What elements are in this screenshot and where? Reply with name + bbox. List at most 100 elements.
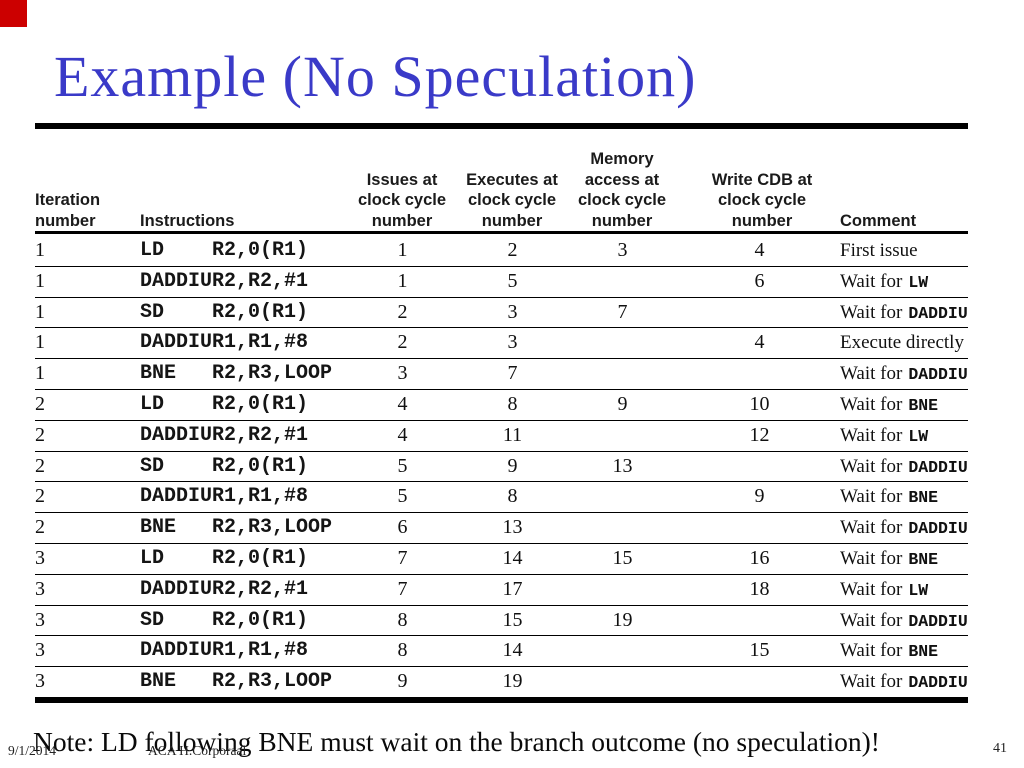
table-bottom-rule [35,697,968,703]
cell-issue-cycle: 4 [397,392,408,415]
cell-opcode: SD [140,300,165,324]
title-underline-rule [35,123,968,129]
cell-memory-cycle [550,328,695,357]
cell-execute-cycle: 11 [502,423,523,446]
cell-write-cdb-cycle: 6 [754,269,765,292]
cell-execute-cycle: 13 [502,516,523,539]
column-header-comment: Comment [840,211,917,230]
comment-text: Wait for [840,486,903,508]
cell-comment: Execute directly [840,328,970,357]
cell-operands: R2,R2,#1 [212,577,309,601]
comment-instruction-code: BNE [908,395,939,415]
comment-text: Wait for [840,363,903,385]
cell-memory-cycle [550,421,695,450]
cell-comment: Wait for LW [840,421,928,450]
column-header-instructions: Instructions [140,211,235,230]
table-row: 1 BNE R2,R3,LOOP 3 7 Wait for DADDIU [35,359,968,390]
cell-opcode: DADDIU [140,577,213,601]
cell-memory-cycle: 9 [617,392,628,415]
cell-iteration-number: 2 [35,485,45,508]
table-row: 3 BNE R2,R3,LOOP 9 19 Wait for DADDIU [35,667,968,698]
cell-opcode: BNE [140,362,177,386]
comment-text: Wait for [840,393,903,415]
comment-text: Wait for [840,640,903,662]
comment-instruction-code: BNE [908,549,939,569]
comment-text: Wait for [840,301,903,323]
cell-write-cdb-cycle: 16 [749,546,770,569]
cell-operands: R2,R3,LOOP [212,362,333,386]
table-header-rule [35,231,968,234]
cell-comment: Wait for BNE [840,482,938,511]
cell-opcode: DADDIU [140,639,213,663]
cell-iteration-number: 1 [35,239,45,261]
table-row: 1 DADDIU R1,R1,#8 2 3 4 Execute directly [35,328,970,360]
cell-write-cdb-cycle [687,452,832,481]
cell-comment: Wait for DADDIU [840,359,968,388]
cell-execute-cycle: 2 [507,239,518,261]
cell-execute-cycle: 17 [502,577,523,600]
cell-operands: R2,0(R1) [212,546,309,570]
cell-opcode: DADDIU [140,423,213,447]
comment-instruction-code: DADDIU [908,611,968,631]
cell-opcode: BNE [140,670,177,694]
cell-memory-cycle [550,513,695,542]
comment-instruction-code: DADDIU [908,673,968,693]
cell-opcode: LD [140,239,165,262]
table-row: 1 DADDIU R2,R2,#1 1 5 6 Wait for LW [35,267,968,298]
cell-write-cdb-cycle: 10 [749,392,770,415]
cell-opcode: DADDIU [140,485,213,509]
cell-operands: R2,R3,LOOP [212,516,333,540]
column-header-executes: Executes at clock cycle number [466,170,558,230]
cell-write-cdb-cycle: 4 [754,331,765,354]
cell-comment: Wait for DADDIU [840,298,968,327]
cell-opcode: DADDIU [140,331,213,355]
cell-memory-cycle [550,667,695,696]
table-row: 2 DADDIU R1,R1,#8 5 8 9 Wait for BNE [35,482,968,514]
comment-text: Wait for [840,455,903,477]
cell-opcode: SD [140,608,165,632]
cell-execute-cycle: 19 [502,670,523,693]
cell-operands: R2,0(R1) [212,454,309,478]
cell-issue-cycle: 1 [397,239,408,261]
cell-execute-cycle: 9 [507,454,518,477]
comment-instruction-code: DADDIU [908,457,968,477]
cell-execute-cycle: 14 [502,546,523,569]
comment-text: Wait for [840,671,903,693]
cell-memory-cycle [550,267,695,296]
cell-comment: Wait for BNE [840,544,938,573]
cell-operands: R2,0(R1) [212,300,309,324]
cell-iteration-number: 2 [35,392,45,415]
cell-opcode: BNE [140,516,177,540]
cell-write-cdb-cycle: 15 [749,639,770,662]
cell-write-cdb-cycle [687,513,832,542]
cell-memory-cycle: 15 [612,546,633,569]
cell-iteration-number: 1 [35,331,45,354]
comment-text: Wait for [840,578,903,600]
cell-execute-cycle: 14 [502,639,523,662]
comment-text: Wait for [840,270,903,292]
cell-iteration-number: 3 [35,608,45,631]
cell-memory-cycle [550,482,695,511]
cell-iteration-number: 3 [35,639,45,662]
cell-execute-cycle: 15 [502,608,523,631]
cell-execute-cycle: 3 [507,300,518,323]
table-row: 2 LD R2,0(R1) 4 8 9 10 Wait for BNE [35,390,968,421]
table-row: 3 LD R2,0(R1) 7 14 15 16 Wait for BNE [35,544,968,575]
cell-memory-cycle [550,359,695,388]
comment-text: Wait for [840,609,903,631]
footer-author: ACA H.Corporaal [148,743,247,758]
cell-issue-cycle: 8 [397,639,408,662]
comment-instruction-code: BNE [908,642,939,662]
cell-issue-cycle: 9 [397,670,408,693]
cell-comment: Wait for BNE [840,390,938,419]
cell-write-cdb-cycle: 18 [749,577,770,600]
cell-issue-cycle: 8 [397,608,408,631]
cell-iteration-number: 3 [35,577,45,600]
cell-memory-cycle: 7 [617,300,628,323]
cell-issue-cycle: 6 [397,516,408,539]
cell-comment: Wait for DADDIU [840,667,968,696]
cell-execute-cycle: 5 [507,269,518,292]
cell-memory-cycle [550,575,695,604]
cell-operands: R1,R1,#8 [212,639,309,663]
table-row: 1 SD R2,0(R1) 2 3 7 Wait for DADDIU [35,298,968,329]
